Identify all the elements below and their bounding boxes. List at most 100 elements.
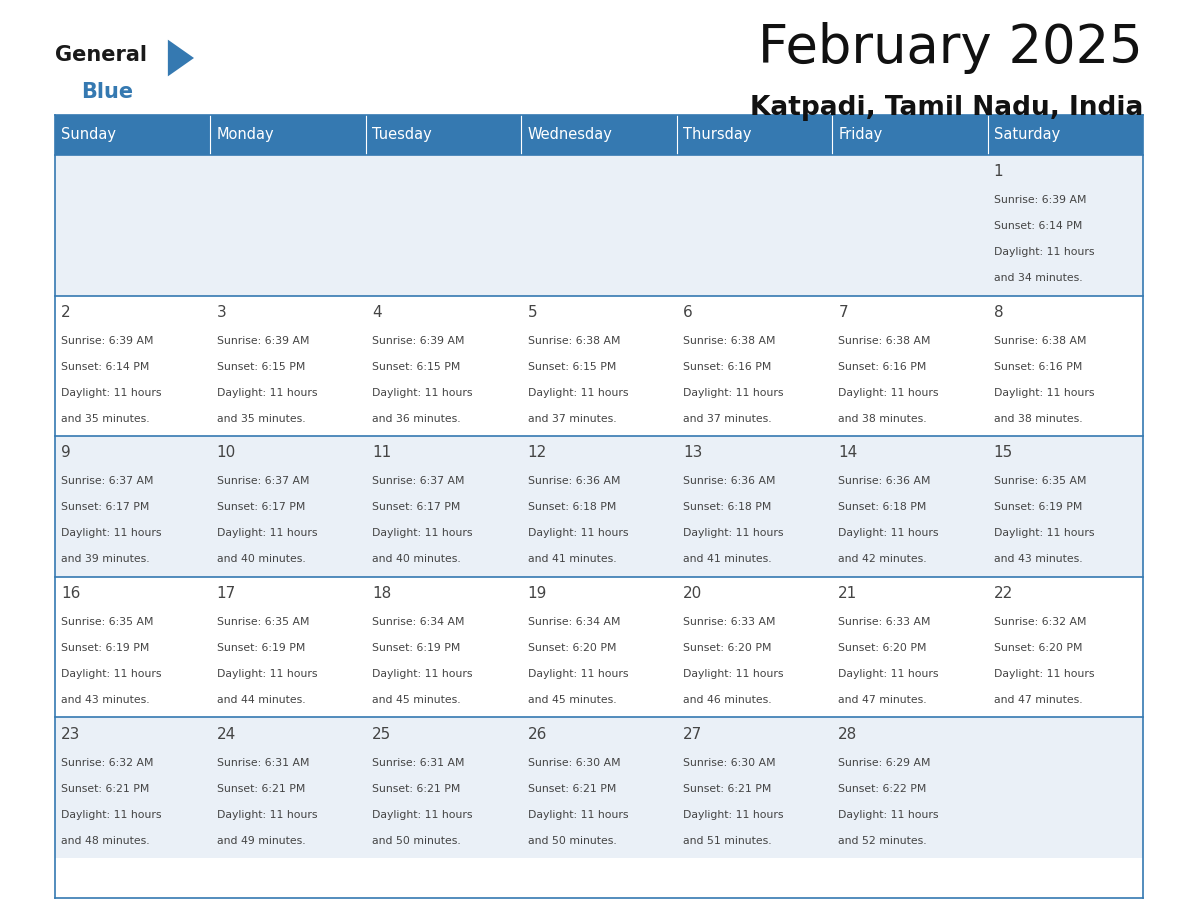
- Text: Sunrise: 6:29 AM: Sunrise: 6:29 AM: [839, 757, 931, 767]
- Text: Sunset: 6:16 PM: Sunset: 6:16 PM: [683, 362, 771, 372]
- Text: and 37 minutes.: and 37 minutes.: [527, 414, 617, 424]
- Text: 13: 13: [683, 445, 702, 461]
- Text: 22: 22: [994, 586, 1013, 601]
- Text: Daylight: 11 hours: Daylight: 11 hours: [216, 529, 317, 538]
- Text: and 34 minutes.: and 34 minutes.: [994, 274, 1082, 283]
- Text: 4: 4: [372, 305, 381, 319]
- Text: Sunset: 6:17 PM: Sunset: 6:17 PM: [372, 502, 461, 512]
- Text: Sunrise: 6:38 AM: Sunrise: 6:38 AM: [994, 336, 1086, 346]
- Text: Daylight: 11 hours: Daylight: 11 hours: [683, 529, 783, 538]
- Text: Daylight: 11 hours: Daylight: 11 hours: [372, 810, 473, 820]
- Text: Wednesday: Wednesday: [527, 128, 612, 142]
- Text: 17: 17: [216, 586, 236, 601]
- Text: and 50 minutes.: and 50 minutes.: [372, 835, 461, 845]
- Text: Daylight: 11 hours: Daylight: 11 hours: [216, 810, 317, 820]
- Text: Sunrise: 6:36 AM: Sunrise: 6:36 AM: [683, 476, 776, 487]
- Text: Sunset: 6:14 PM: Sunset: 6:14 PM: [62, 362, 150, 372]
- Text: Sunrise: 6:35 AM: Sunrise: 6:35 AM: [62, 617, 153, 627]
- Text: and 42 minutes.: and 42 minutes.: [839, 554, 927, 565]
- Text: Sunset: 6:21 PM: Sunset: 6:21 PM: [372, 784, 461, 793]
- Text: 24: 24: [216, 726, 236, 742]
- Text: Sunset: 6:18 PM: Sunset: 6:18 PM: [527, 502, 615, 512]
- Text: and 37 minutes.: and 37 minutes.: [683, 414, 771, 424]
- Text: Sunset: 6:16 PM: Sunset: 6:16 PM: [839, 362, 927, 372]
- Text: Sunrise: 6:32 AM: Sunrise: 6:32 AM: [994, 617, 1086, 627]
- Text: and 43 minutes.: and 43 minutes.: [62, 695, 150, 705]
- Text: 26: 26: [527, 726, 546, 742]
- Text: Sunrise: 6:32 AM: Sunrise: 6:32 AM: [62, 757, 153, 767]
- Text: 8: 8: [994, 305, 1004, 319]
- Text: and 40 minutes.: and 40 minutes.: [216, 554, 305, 565]
- Text: Sunset: 6:19 PM: Sunset: 6:19 PM: [216, 643, 305, 653]
- Text: Sunrise: 6:37 AM: Sunrise: 6:37 AM: [372, 476, 465, 487]
- Text: 5: 5: [527, 305, 537, 319]
- Text: Daylight: 11 hours: Daylight: 11 hours: [839, 387, 939, 397]
- Text: Daylight: 11 hours: Daylight: 11 hours: [372, 529, 473, 538]
- Text: Sunset: 6:14 PM: Sunset: 6:14 PM: [994, 221, 1082, 231]
- Text: and 49 minutes.: and 49 minutes.: [216, 835, 305, 845]
- Text: Daylight: 11 hours: Daylight: 11 hours: [994, 669, 1094, 679]
- Text: Daylight: 11 hours: Daylight: 11 hours: [683, 387, 783, 397]
- Text: Daylight: 11 hours: Daylight: 11 hours: [527, 529, 628, 538]
- Text: Sunset: 6:20 PM: Sunset: 6:20 PM: [527, 643, 617, 653]
- Text: Sunrise: 6:33 AM: Sunrise: 6:33 AM: [683, 617, 776, 627]
- Text: 6: 6: [683, 305, 693, 319]
- Text: Sunrise: 6:39 AM: Sunrise: 6:39 AM: [62, 336, 153, 346]
- Text: Saturday: Saturday: [994, 128, 1060, 142]
- Text: 15: 15: [994, 445, 1013, 461]
- Text: 12: 12: [527, 445, 546, 461]
- Text: and 35 minutes.: and 35 minutes.: [62, 414, 150, 424]
- Text: Friday: Friday: [839, 128, 883, 142]
- Text: 1: 1: [994, 164, 1004, 179]
- Text: February 2025: February 2025: [758, 22, 1143, 74]
- Text: and 43 minutes.: and 43 minutes.: [994, 554, 1082, 565]
- Text: and 41 minutes.: and 41 minutes.: [527, 554, 617, 565]
- Text: 7: 7: [839, 305, 848, 319]
- Text: and 47 minutes.: and 47 minutes.: [994, 695, 1082, 705]
- Text: and 44 minutes.: and 44 minutes.: [216, 695, 305, 705]
- Text: Sunset: 6:18 PM: Sunset: 6:18 PM: [683, 502, 771, 512]
- Text: Sunset: 6:19 PM: Sunset: 6:19 PM: [372, 643, 461, 653]
- Text: Daylight: 11 hours: Daylight: 11 hours: [994, 247, 1094, 257]
- Text: Sunrise: 6:35 AM: Sunrise: 6:35 AM: [216, 617, 309, 627]
- Text: Daylight: 11 hours: Daylight: 11 hours: [994, 529, 1094, 538]
- Text: Daylight: 11 hours: Daylight: 11 hours: [62, 529, 162, 538]
- Text: Sunrise: 6:36 AM: Sunrise: 6:36 AM: [839, 476, 931, 487]
- Text: Tuesday: Tuesday: [372, 128, 431, 142]
- Text: Thursday: Thursday: [683, 128, 752, 142]
- Text: 2: 2: [62, 305, 71, 319]
- Text: Sunset: 6:21 PM: Sunset: 6:21 PM: [62, 784, 150, 793]
- Text: Sunrise: 6:33 AM: Sunrise: 6:33 AM: [839, 617, 931, 627]
- Text: Sunset: 6:15 PM: Sunset: 6:15 PM: [372, 362, 461, 372]
- Text: Sunrise: 6:39 AM: Sunrise: 6:39 AM: [216, 336, 309, 346]
- Text: Sunrise: 6:34 AM: Sunrise: 6:34 AM: [372, 617, 465, 627]
- Text: Daylight: 11 hours: Daylight: 11 hours: [527, 387, 628, 397]
- Text: General: General: [55, 45, 147, 65]
- Text: and 48 minutes.: and 48 minutes.: [62, 835, 150, 845]
- Text: Blue: Blue: [81, 82, 133, 102]
- Text: 9: 9: [62, 445, 71, 461]
- Text: and 35 minutes.: and 35 minutes.: [216, 414, 305, 424]
- Text: and 41 minutes.: and 41 minutes.: [683, 554, 771, 565]
- Text: Daylight: 11 hours: Daylight: 11 hours: [683, 810, 783, 820]
- Text: Sunset: 6:15 PM: Sunset: 6:15 PM: [216, 362, 305, 372]
- Text: and 40 minutes.: and 40 minutes.: [372, 554, 461, 565]
- Text: Sunrise: 6:30 AM: Sunrise: 6:30 AM: [527, 757, 620, 767]
- Text: Sunset: 6:19 PM: Sunset: 6:19 PM: [62, 643, 150, 653]
- Text: Sunset: 6:22 PM: Sunset: 6:22 PM: [839, 784, 927, 793]
- Text: Daylight: 11 hours: Daylight: 11 hours: [527, 810, 628, 820]
- Text: and 45 minutes.: and 45 minutes.: [527, 695, 617, 705]
- Text: Daylight: 11 hours: Daylight: 11 hours: [216, 669, 317, 679]
- Text: Sunrise: 6:39 AM: Sunrise: 6:39 AM: [372, 336, 465, 346]
- Text: and 38 minutes.: and 38 minutes.: [839, 414, 927, 424]
- Text: and 38 minutes.: and 38 minutes.: [994, 414, 1082, 424]
- Text: Sunset: 6:15 PM: Sunset: 6:15 PM: [527, 362, 615, 372]
- Text: Daylight: 11 hours: Daylight: 11 hours: [839, 810, 939, 820]
- Text: and 50 minutes.: and 50 minutes.: [527, 835, 617, 845]
- Text: 18: 18: [372, 586, 391, 601]
- Text: 21: 21: [839, 586, 858, 601]
- Text: Daylight: 11 hours: Daylight: 11 hours: [527, 669, 628, 679]
- Text: 19: 19: [527, 586, 546, 601]
- Text: 28: 28: [839, 726, 858, 742]
- Text: Monday: Monday: [216, 128, 274, 142]
